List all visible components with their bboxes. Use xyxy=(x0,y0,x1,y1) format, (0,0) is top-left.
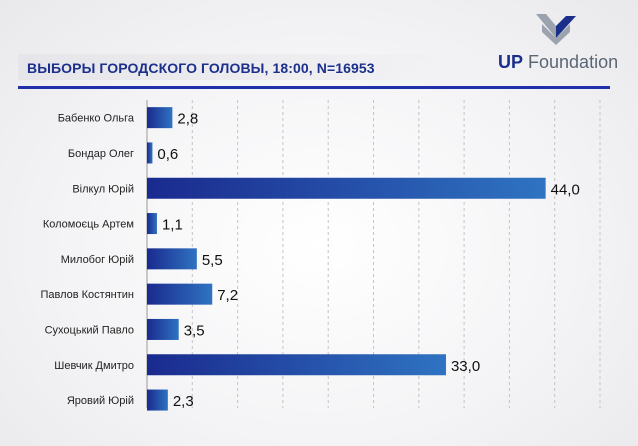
bar xyxy=(147,283,213,305)
category-label: Яровий Юрій xyxy=(67,395,134,407)
value-label: 0,6 xyxy=(157,146,178,163)
value-label: 3,5 xyxy=(184,322,205,339)
value-label: 33,0 xyxy=(451,358,480,375)
chart-title: ВЫБОРЫ ГОРОДСКОГО ГОЛОВЫ, 18:00, N=16953 xyxy=(27,60,375,76)
bar xyxy=(147,389,168,411)
logo-text: UP Foundation xyxy=(498,52,618,73)
bar xyxy=(147,107,173,129)
title-band xyxy=(18,54,488,80)
category-label: Милобог Юрій xyxy=(61,254,134,266)
title-rule xyxy=(18,86,610,89)
bar xyxy=(147,142,153,164)
labels: Бабенко Ольга 2,8 Бондар Олег 0,6 Вілкул Юрі… xyxy=(40,111,579,410)
bar xyxy=(147,248,197,270)
category-label: Бабенко Ольга xyxy=(58,113,135,125)
logo-mark-icon xyxy=(536,14,576,45)
category-label: Шевчик Дмитро xyxy=(54,360,134,372)
value-label: 5,5 xyxy=(202,252,223,269)
value-label: 2,3 xyxy=(173,393,194,410)
bars xyxy=(147,107,546,411)
value-label: 7,2 xyxy=(217,287,238,304)
value-label: 2,8 xyxy=(177,111,198,128)
value-label: 1,1 xyxy=(162,217,183,234)
value-label: 44,0 xyxy=(551,181,580,198)
category-label: Коломоєць Артем xyxy=(43,219,134,231)
category-label: Сухоцький Павло xyxy=(45,324,134,336)
bar xyxy=(147,318,179,340)
category-label: Вілкул Юрій xyxy=(72,183,134,195)
category-label: Бондар Олег xyxy=(68,148,134,160)
bar xyxy=(147,354,446,376)
up-foundation-logo: UP Foundation xyxy=(498,12,618,74)
bar xyxy=(147,213,157,235)
logo-text-rest: Foundation xyxy=(523,52,619,72)
logo-text-bold: UP xyxy=(498,52,524,72)
bar xyxy=(147,177,546,199)
category-label: Павлов Костянтин xyxy=(40,289,134,301)
